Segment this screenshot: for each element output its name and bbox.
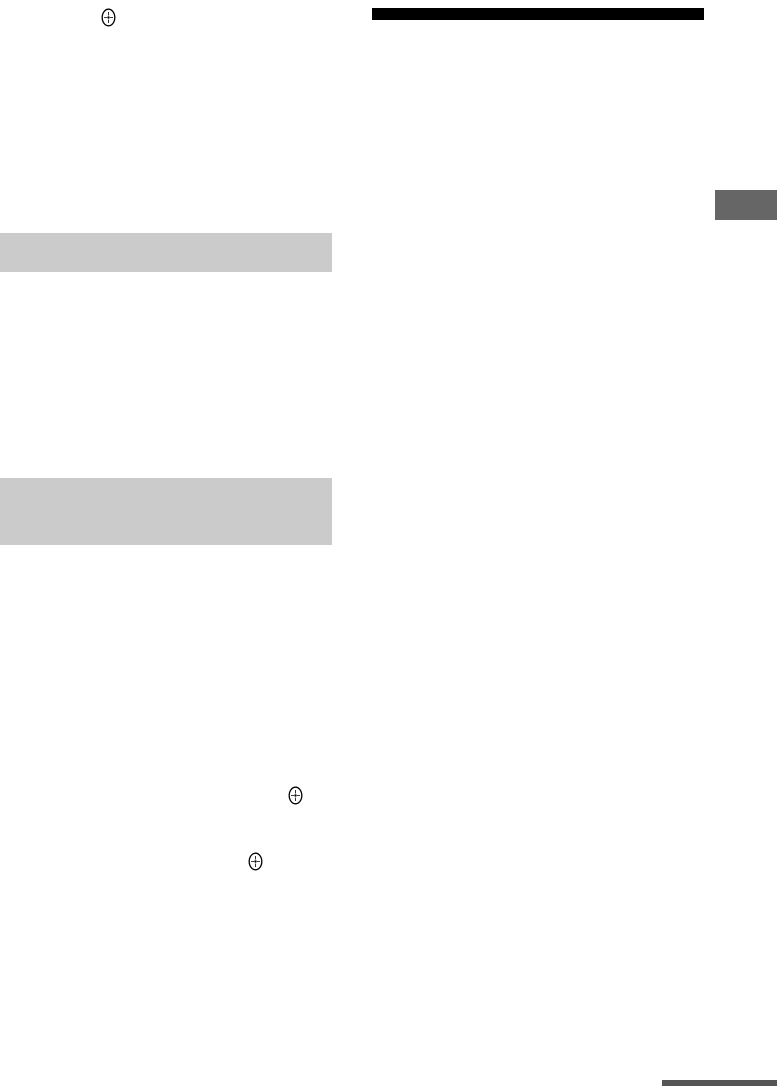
- section-heading-bar: [0, 233, 332, 272]
- enter-button-icon: [288, 786, 303, 805]
- section-heading-bar: [0, 478, 332, 545]
- side-tab: [715, 190, 777, 220]
- enter-button-icon: [248, 852, 263, 871]
- enter-button-icon: [101, 8, 116, 27]
- footer-rule: [662, 1080, 777, 1086]
- heading-rule: [372, 8, 704, 20]
